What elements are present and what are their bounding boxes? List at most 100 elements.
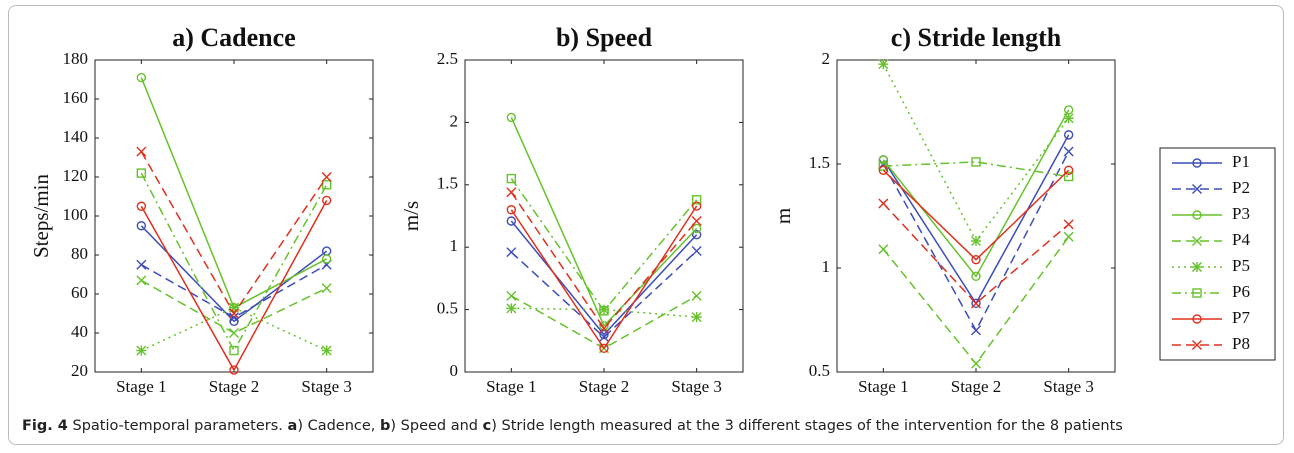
y-axis-label: m/s — [399, 201, 423, 231]
data-point — [136, 345, 147, 356]
data-point — [229, 328, 239, 338]
data-point — [878, 244, 889, 255]
chart: a) CadenceSteps/min204060801001201401601… — [29, 23, 1276, 396]
data-point — [229, 302, 239, 313]
data-point — [599, 329, 609, 340]
y-tick-label: 1 — [822, 257, 831, 276]
data-point — [1063, 113, 1074, 124]
legend-label: P7 — [1232, 308, 1250, 327]
y-tick-label: 0.5 — [809, 361, 830, 380]
data-point — [506, 112, 517, 123]
legend-marker — [1192, 236, 1202, 246]
y-tick-label: 140 — [63, 127, 89, 146]
figure-frame — [8, 5, 1284, 445]
marker-stroke — [229, 328, 239, 338]
marker-stroke — [321, 172, 332, 182]
caption-text: Fig. 4 — [22, 418, 68, 434]
x-tick-label: Stage 1 — [486, 377, 537, 396]
data-point — [691, 290, 702, 301]
marker-stroke — [229, 312, 239, 323]
marker-circle — [691, 201, 702, 211]
marker-square — [1063, 171, 1074, 182]
marker-square — [506, 173, 517, 184]
series-line — [882, 109, 1070, 278]
marker-square — [1192, 288, 1202, 298]
marker-stroke — [691, 215, 702, 226]
caption: Fig. 4 Spatio-temporal parameters. a) Ca… — [22, 418, 1123, 434]
marker-circle — [1192, 158, 1202, 168]
series-line — [510, 205, 698, 350]
data-point — [136, 72, 147, 83]
marker-stroke — [878, 244, 889, 255]
x-tick-label: Stage 3 — [1043, 377, 1094, 396]
y-tick-label: 0 — [450, 361, 459, 380]
marker-circle — [1063, 165, 1074, 175]
data-point — [599, 321, 609, 331]
x-tick-label: Stage 3 — [301, 377, 352, 396]
series-line — [510, 117, 698, 328]
data-point — [878, 59, 889, 70]
data-point — [1063, 130, 1074, 140]
series-line — [883, 161, 1069, 178]
marker-stroke — [971, 298, 981, 309]
data-point — [971, 358, 981, 369]
y-tick-label: 1.5 — [809, 153, 830, 172]
marker-circle — [878, 165, 889, 175]
marker-circle — [229, 365, 239, 375]
marker-circle — [321, 254, 332, 264]
data-point — [1063, 219, 1074, 230]
data-point — [506, 303, 517, 314]
series-line — [510, 178, 698, 313]
data-point — [136, 259, 147, 270]
marker-stroke — [1063, 219, 1074, 230]
marker-circle — [971, 298, 981, 309]
marker-circle — [506, 205, 517, 215]
marker-stroke — [136, 275, 147, 286]
legend-label: P4 — [1232, 230, 1250, 249]
marker-square — [136, 168, 147, 178]
data-point — [229, 312, 239, 323]
data-point — [1063, 171, 1074, 182]
data-point — [136, 146, 147, 157]
series-line — [882, 203, 1070, 305]
series-line — [140, 200, 328, 372]
marker-square — [229, 345, 239, 356]
marker-circle — [691, 230, 702, 240]
data-point — [229, 308, 239, 319]
legend-marker — [1192, 340, 1202, 350]
legend-label: P5 — [1232, 256, 1250, 275]
caption-text: ) Cadence, — [297, 418, 381, 434]
series-line — [510, 191, 698, 330]
marker-stroke — [136, 259, 147, 270]
marker-circle — [136, 201, 147, 211]
marker-stroke — [971, 325, 981, 336]
marker-stroke — [136, 146, 147, 157]
data-point — [229, 345, 239, 356]
marker-circle — [599, 329, 609, 340]
data-point — [971, 271, 981, 282]
legend-label: P2 — [1232, 178, 1250, 197]
marker-circle — [506, 112, 517, 123]
marker-stroke — [691, 245, 702, 256]
marker-stroke — [599, 332, 609, 343]
marker-stroke — [971, 358, 981, 369]
data-point — [506, 247, 517, 258]
y-axis-label: m — [771, 208, 795, 224]
y-tick-label: 120 — [63, 166, 89, 185]
plot-frame — [464, 59, 744, 373]
marker-circle — [321, 195, 332, 206]
data-point — [691, 201, 702, 211]
data-point — [971, 325, 981, 336]
marker-circle — [1192, 314, 1202, 324]
legend-label: P8 — [1232, 334, 1250, 353]
marker-stroke — [1192, 184, 1202, 194]
data-point — [599, 306, 609, 316]
plot-frame — [836, 59, 1116, 373]
data-point — [229, 365, 239, 375]
data-point — [691, 245, 702, 256]
plot-frame — [94, 59, 374, 373]
caption-text: a — [287, 418, 298, 434]
y-tick-label: 40 — [71, 322, 88, 341]
legend-marker — [1192, 184, 1202, 194]
data-point — [971, 254, 981, 265]
